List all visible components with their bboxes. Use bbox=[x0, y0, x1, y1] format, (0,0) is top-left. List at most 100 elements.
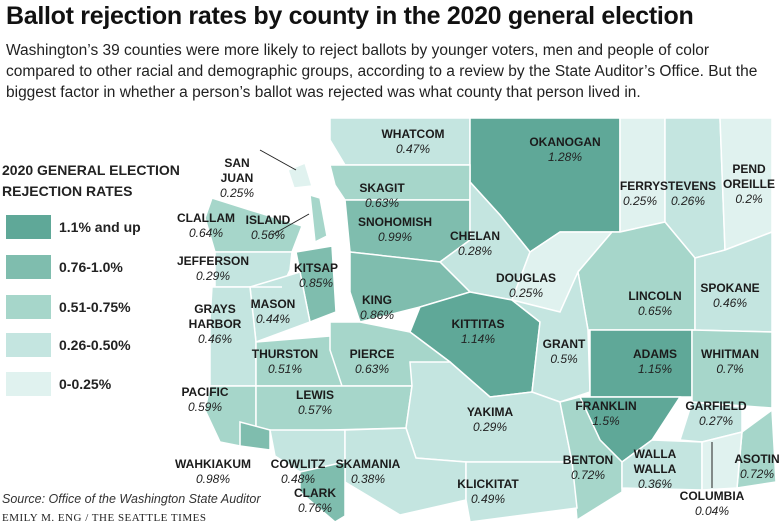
legend-title: 2020 GENERAL ELECTION REJECTION RATES bbox=[2, 160, 180, 202]
county-name: MASON bbox=[251, 297, 296, 311]
county-name: OKANOGAN bbox=[529, 135, 600, 149]
county-name: BENTON bbox=[563, 453, 613, 467]
county-rate: 0.48% bbox=[281, 472, 315, 486]
county-name: WALLA WALLA bbox=[634, 447, 677, 476]
county-klickitat bbox=[465, 461, 578, 523]
legend-swatch bbox=[6, 215, 51, 239]
county-rate: 0.86% bbox=[360, 308, 394, 322]
county-name: SAN JUAN bbox=[221, 156, 254, 185]
county-thurston bbox=[255, 335, 343, 387]
county-rate: 0.26% bbox=[671, 194, 705, 208]
county-name: SPOKANE bbox=[700, 281, 759, 295]
county-name: WHITMAN bbox=[701, 347, 759, 361]
county-name: PACIFIC bbox=[181, 385, 228, 399]
county-name: GARFIELD bbox=[685, 399, 747, 413]
county-rate: 0.5% bbox=[550, 352, 578, 366]
county-rate: 0.59% bbox=[188, 400, 222, 414]
leader-line bbox=[271, 213, 310, 236]
county-name: ADAMS bbox=[633, 347, 677, 361]
county-rate: 1.28% bbox=[548, 150, 582, 164]
county-name: PIERCE bbox=[350, 347, 395, 361]
county-name: CHELAN bbox=[450, 229, 500, 243]
county-name: WHATCOM bbox=[381, 127, 444, 141]
page-title: Ballot rejection rates by county in the … bbox=[6, 2, 694, 30]
county-rate: 0.72% bbox=[740, 467, 774, 481]
county-name: CLARK bbox=[294, 486, 336, 500]
leader-line bbox=[259, 149, 297, 171]
legend-item: 0.76-1.0% bbox=[6, 255, 123, 279]
county-name: FERRY bbox=[620, 179, 660, 193]
county-name: LINCOLN bbox=[628, 289, 681, 303]
county-name: WAHKIAKUM bbox=[175, 457, 251, 471]
county-rate: 0.49% bbox=[471, 492, 505, 506]
county-rate: 0.27% bbox=[699, 414, 733, 428]
county-rate: 0.29% bbox=[196, 269, 230, 283]
county-rate: 0.28% bbox=[458, 244, 492, 258]
county-rate: 0.63% bbox=[365, 196, 399, 210]
county-name: KING bbox=[362, 293, 392, 307]
county-name: JEFFERSON bbox=[177, 254, 249, 268]
county-rate: 0.98% bbox=[196, 472, 230, 486]
county-rate: 0.36% bbox=[638, 477, 672, 491]
legend-swatch bbox=[6, 255, 51, 279]
legend-label: 1.1% and up bbox=[59, 219, 141, 235]
county-clark bbox=[299, 461, 346, 523]
legend-swatch bbox=[6, 295, 51, 319]
legend-swatch bbox=[6, 333, 51, 357]
county-name: KITSAP bbox=[294, 261, 338, 275]
county-rate: 1.14% bbox=[461, 332, 495, 346]
county-name: DOUGLAS bbox=[496, 271, 556, 285]
county-name: FRANKLIN bbox=[575, 399, 636, 413]
county-name: SNOHOMISH bbox=[358, 215, 432, 229]
county-rate: 0.99% bbox=[378, 230, 412, 244]
county-rate: 1.5% bbox=[592, 414, 620, 428]
county-rate: 0.46% bbox=[198, 332, 232, 346]
county-name: SKAMANIA bbox=[336, 457, 401, 471]
county-name: YAKIMA bbox=[467, 405, 514, 419]
legend-swatch bbox=[6, 372, 51, 396]
county-rate: 1.15% bbox=[638, 362, 672, 376]
county-kitsap bbox=[295, 245, 337, 324]
county-rate: 0.25% bbox=[509, 286, 543, 300]
county-rate: 0.7% bbox=[716, 362, 744, 376]
county-name: STEVENS bbox=[660, 179, 716, 193]
legend-title-line1: 2020 GENERAL ELECTION bbox=[2, 162, 180, 178]
county-rate: 0.57% bbox=[298, 403, 332, 417]
county-name: THURSTON bbox=[252, 347, 318, 361]
county-rate: 0.38% bbox=[351, 472, 385, 486]
legend-item: 0.26-0.50% bbox=[6, 333, 131, 357]
county-rate: 0.44% bbox=[256, 312, 290, 326]
county-rate: 0.64% bbox=[189, 226, 223, 240]
county-name: PEND OREILLE bbox=[723, 162, 775, 191]
legend-title-line2: REJECTION RATES bbox=[2, 183, 133, 199]
county-name: ASOTIN bbox=[734, 452, 779, 466]
county-spokane bbox=[694, 230, 773, 333]
